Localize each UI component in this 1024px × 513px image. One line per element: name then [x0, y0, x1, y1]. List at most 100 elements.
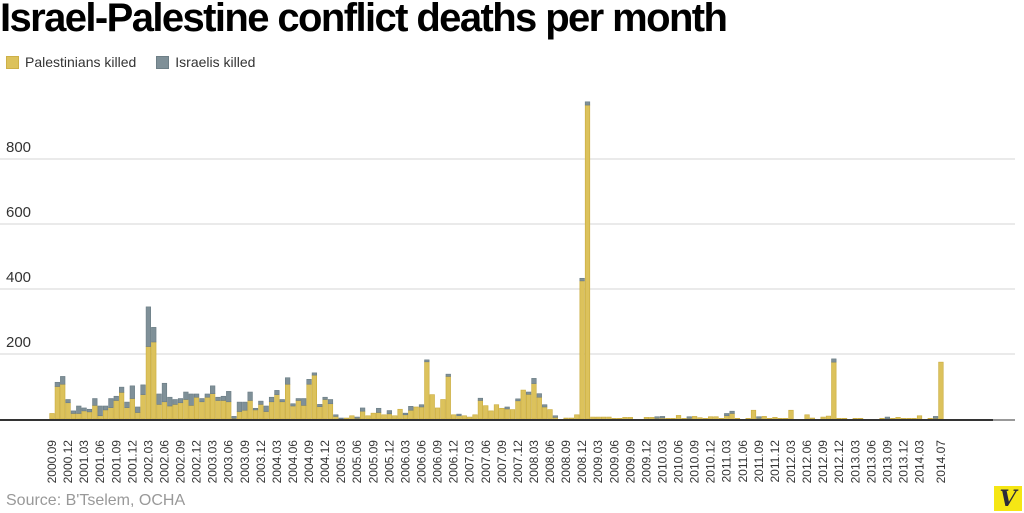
x-tick-label: 2011.06 [736, 440, 750, 483]
bar-palestinians-2006.06 [418, 406, 425, 420]
x-tick-label: 2004.12 [318, 440, 332, 484]
x-tick-label: 2008.09 [559, 440, 573, 484]
bar-palestinians-2002.09 [177, 402, 184, 420]
legend-item-palestinians: Palestinians killed [6, 54, 136, 70]
bar-israelis-2002.05 [156, 393, 162, 405]
bar-palestinians-2005.11 [381, 414, 387, 420]
bar-palestinians-2014.01 [906, 418, 912, 420]
bar-palestinians-2013.01 [841, 418, 848, 420]
bar-israelis-2004.11 [317, 404, 323, 407]
x-tick-label: 2007.09 [495, 440, 509, 484]
x-tick-label: 2006.03 [398, 440, 412, 484]
bar-palestinians-2002.04 [151, 341, 157, 420]
bar-palestinians-2000.09 [49, 413, 55, 420]
bar-israelis-2005.01 [327, 399, 334, 405]
bar-palestinians-2012.02 [783, 418, 789, 420]
bar-israelis-2010.08 [686, 416, 692, 419]
bar-palestinians-2003.03 [210, 393, 216, 420]
bar-israelis-2001.11 [124, 401, 130, 408]
bar-israelis-2003.05 [220, 395, 226, 401]
bar-israelis-2005.03 [338, 417, 344, 420]
x-tick-label: 2013.09 [880, 440, 894, 484]
bar-palestinians-2009.05 [606, 416, 612, 420]
x-tick-label: 2009.12 [639, 440, 653, 484]
bar-palestinians-2007.10 [504, 408, 510, 420]
bar-israelis-2004.07 [295, 398, 301, 401]
bar-israelis-2003.04 [215, 396, 221, 401]
bar-israelis-2007.05 [477, 397, 484, 401]
x-tick-label: 2011.12 [768, 440, 782, 483]
bar-israelis-2004.03 [274, 390, 280, 395]
bar-palestinians-2007.05 [477, 400, 484, 420]
bar-palestinians-2001.04 [86, 411, 93, 420]
bar-palestinians-2000.11 [60, 383, 66, 420]
bar-palestinians-2002.02 [140, 394, 146, 420]
bar-palestinians-2008.04 [536, 396, 542, 420]
bar-israelis-2002.10 [183, 391, 189, 400]
x-tick-label: 2011.03 [720, 440, 734, 483]
x-tick-label: 2010.09 [688, 440, 702, 484]
bar-palestinians-2007.06 [483, 405, 489, 420]
bar-palestinians-2011.03 [724, 415, 730, 420]
x-tick-label: 2010.03 [655, 440, 669, 484]
bar-palestinians-2006.11 [445, 376, 451, 420]
bar-palestinians-2012.07 [809, 417, 816, 420]
bar-palestinians-2005.02 [333, 416, 339, 420]
bar-palestinians-2012.01 [777, 418, 783, 420]
bar-palestinians-2007.02 [461, 415, 467, 420]
bar-palestinians-2004.09 [306, 383, 312, 420]
bar-palestinians-2004.02 [268, 401, 275, 420]
bar-palestinians-2008.11 [574, 414, 580, 420]
x-tick-label: 2002.09 [174, 440, 188, 484]
bar-palestinians-2001.03 [81, 410, 87, 420]
bar-israelis-2005.02 [333, 414, 339, 417]
bar-israelis-2001.01 [70, 410, 77, 414]
bar-israelis-2011.09 [756, 416, 762, 419]
bar-israelis-2003.03 [210, 385, 216, 394]
bar-palestinians-2010.06 [675, 415, 682, 420]
bar-palestinians-2006.08 [429, 394, 435, 420]
bar-israelis-2003.08 [236, 401, 243, 412]
gridlines: 200 400 600 800 [0, 139, 1015, 355]
bar-israelis-2007.12 [515, 398, 521, 402]
x-tick-label: 2007.06 [479, 440, 493, 484]
bar-palestinians-2009.01 [584, 104, 591, 420]
bar-palestinians-2001.12 [129, 398, 135, 420]
bar-palestinians-2002.07 [167, 405, 173, 420]
bar-palestinians-2004.04 [279, 401, 285, 420]
x-tick-label: 2003.12 [254, 440, 268, 484]
bar-israelis-2000.10 [54, 381, 60, 387]
vox-logo: V [994, 486, 1022, 512]
bar-palestinians-2007.07 [488, 410, 494, 420]
bar-palestinians-2010.01 [649, 417, 655, 420]
bar-palestinians-2014.02 [911, 418, 917, 420]
bar-palestinians-2000.12 [65, 402, 71, 420]
bars [49, 101, 944, 420]
bar-palestinians-2012.06 [804, 414, 810, 420]
bar-palestinians-2008.10 [568, 417, 575, 420]
bar-palestinians-2011.04 [729, 413, 735, 420]
bar-israelis-2004.06 [290, 403, 296, 407]
x-tick-label: 2007.03 [463, 440, 477, 484]
bar-palestinians-2013.03 [852, 418, 858, 420]
bar-israelis-2003.06 [226, 391, 232, 403]
bar-israelis-2013.09 [884, 416, 890, 419]
bar-palestinians-2002.11 [188, 405, 194, 420]
bar-israelis-2001.02 [76, 405, 82, 414]
bar-palestinians-2011.05 [734, 418, 741, 420]
x-tick-label: 2009.09 [623, 440, 637, 484]
x-tick-label: 2005.12 [382, 440, 396, 484]
bar-palestinians-2001.07 [102, 409, 109, 420]
bar-palestinians-2002.05 [156, 404, 162, 420]
bar-palestinians-2014.05 [927, 418, 933, 420]
bar-israelis-2008.12 [579, 277, 585, 282]
x-tick-label: 2000.12 [61, 440, 75, 484]
bar-palestinians-2008.05 [542, 406, 548, 420]
x-tick-label: 2006.09 [431, 440, 445, 484]
bar-palestinians-2008.12 [579, 280, 585, 420]
bar-palestinians-2000.10 [54, 386, 60, 420]
bar-palestinians-2009.06 [611, 418, 617, 420]
bar-israelis-2007.10 [504, 406, 510, 410]
bar-palestinians-2012.10 [825, 415, 832, 420]
bar-israelis-2008.04 [536, 393, 542, 398]
